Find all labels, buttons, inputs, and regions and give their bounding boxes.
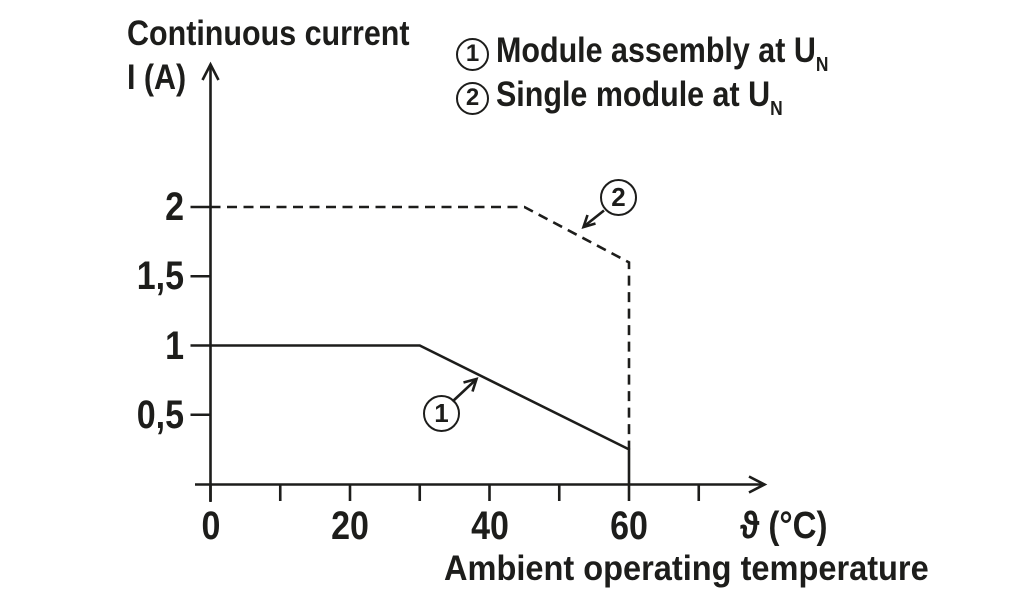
legend-marker-2-icon: 2 — [456, 81, 489, 115]
curve-2-dashed — [210, 205, 631, 450]
y-tick-label-2: 2 — [165, 185, 184, 229]
curve2-pointer-arrow-icon — [581, 209, 605, 229]
axis-ticks — [190, 205, 701, 501]
y-axis-title-line2: I (A) — [127, 58, 187, 97]
data-curves — [210, 205, 631, 484]
x-tick-label-0: 0 — [201, 504, 220, 548]
legend-label-2-subscript: N — [770, 98, 783, 120]
legend-item-module-assembly: 1 Module assembly at UN — [456, 31, 878, 76]
x-axis-symbol: ϑ (°C) — [740, 505, 828, 547]
x-tick-label-40: 40 — [470, 504, 509, 548]
y-tick-label-1,5: 1,5 — [136, 254, 184, 299]
legend-label-1-subscript: N — [815, 54, 829, 76]
x-tick-label-20: 20 — [331, 504, 369, 548]
legend-item-single-module: 2 Single module at UN — [456, 75, 826, 120]
y-axis-arrow-icon — [201, 61, 220, 81]
curve-1-solid — [210, 344, 631, 484]
curve2-annotation-marker: 2 — [600, 179, 637, 216]
legend-marker-1-icon: 1 — [456, 37, 489, 71]
x-axis-arrow-icon — [748, 475, 768, 494]
x-axis-caption: Ambient operating temperature — [444, 549, 929, 588]
legend-label-2: Single module at UN — [496, 75, 783, 120]
y-axis-title-line1: Continuous current — [127, 14, 410, 53]
y-tick-label-0,5: 0,5 — [136, 392, 184, 437]
x-tick-label-60: 60 — [610, 504, 648, 548]
y-tick-label-1: 1 — [165, 323, 184, 368]
curve1-annotation-marker: 1 — [423, 395, 460, 432]
legend-label-1: Module assembly at UN — [496, 31, 829, 76]
curve1-pointer-arrow-icon — [451, 377, 479, 403]
